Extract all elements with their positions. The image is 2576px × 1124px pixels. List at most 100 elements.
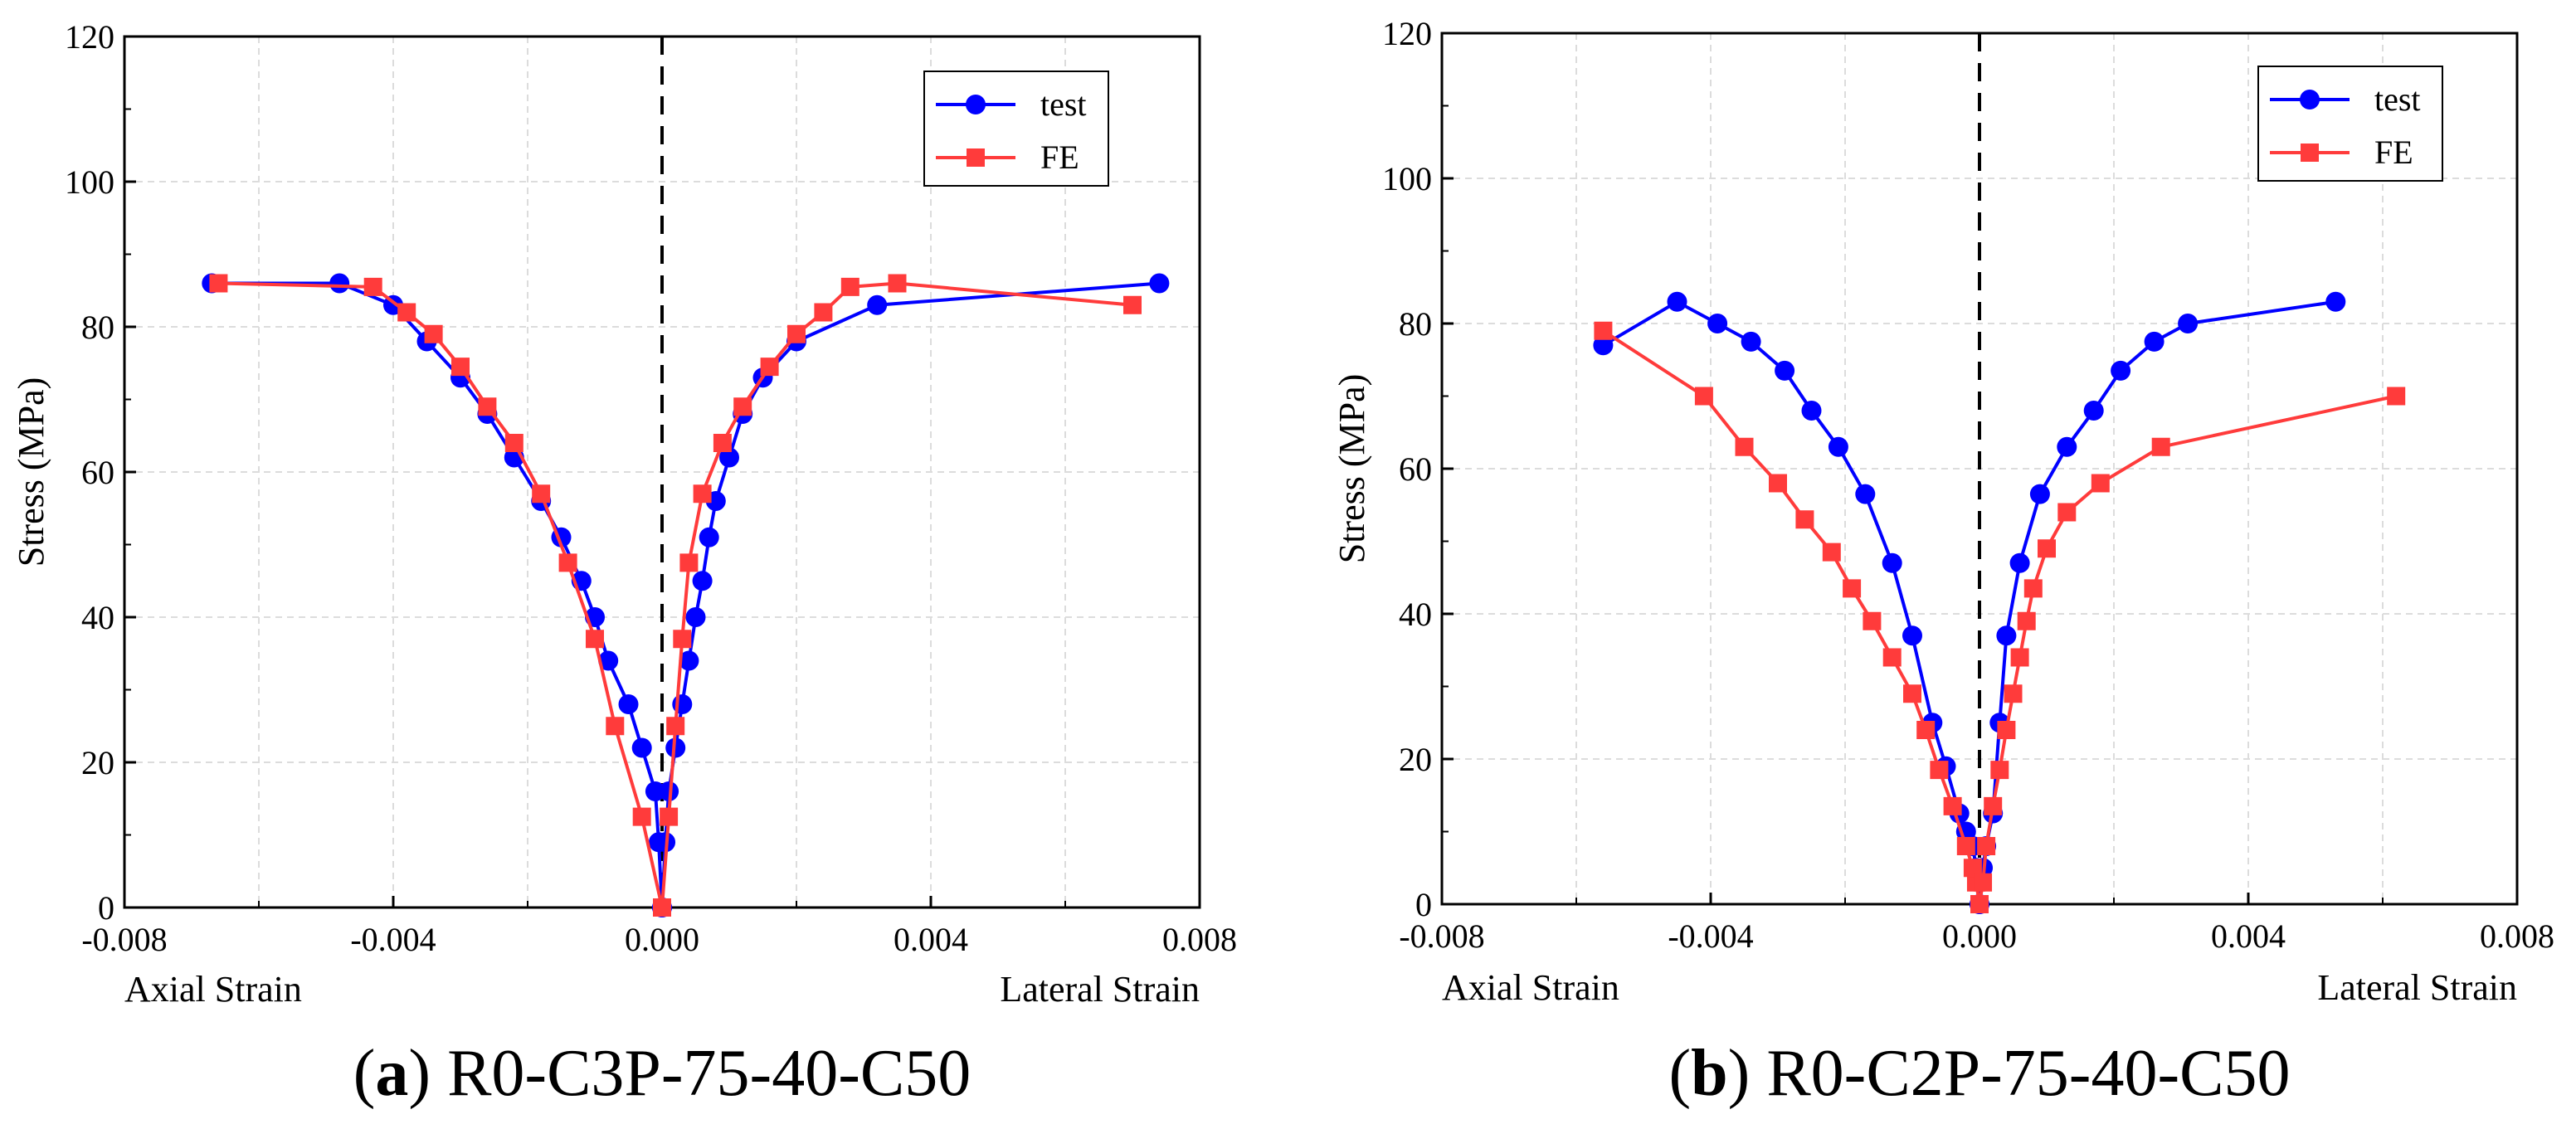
data-point-fe <box>1863 611 1882 630</box>
data-point-fe <box>2004 684 2023 703</box>
data-point-fe <box>1694 387 1713 406</box>
data-point-fe <box>2017 611 2036 630</box>
data-point-fe <box>760 358 779 377</box>
data-point-fe <box>363 277 382 296</box>
data-point-fe <box>2010 648 2029 667</box>
data-point-fe <box>558 553 577 572</box>
data-point-fe <box>814 303 833 322</box>
data-point-fe <box>666 717 685 736</box>
data-point-test <box>699 527 719 547</box>
data-point-fe <box>660 807 679 826</box>
data-point-fe <box>1843 579 1862 598</box>
data-point-fe <box>2091 474 2110 493</box>
x-tick-label: 0.000 <box>1942 917 2017 955</box>
caption-b-close: ) <box>1728 1037 1751 1110</box>
x-tick-label: 0.008 <box>1162 921 1237 958</box>
caption-a-open: ( <box>353 1037 376 1110</box>
y-tick-label: 80 <box>1399 305 1432 343</box>
data-point-fe <box>209 274 228 293</box>
y-tick-label: 80 <box>81 309 114 346</box>
axial-strain-label-a: Axial Strain <box>124 969 302 1010</box>
series-line-test-axial <box>212 281 664 908</box>
legend-a: test FE <box>923 71 1109 187</box>
caption-a-text: R0-C3P-75-40-C50 <box>431 1037 971 1110</box>
data-point-test <box>1775 360 1795 381</box>
legend-fe-marker-b <box>2301 144 2319 162</box>
data-point-test <box>631 737 652 758</box>
y-axis-title-b: Stress (MPa) <box>1332 374 1372 564</box>
data-point-fe <box>1990 761 2009 780</box>
x-tick-label: -0.004 <box>1668 917 1753 955</box>
data-point-test <box>1667 291 1687 312</box>
data-point-fe <box>478 397 497 416</box>
y-tick-label: 0 <box>98 889 114 927</box>
series-line-fe-lateral <box>660 281 1133 908</box>
data-point-fe <box>632 807 651 826</box>
data-point-test <box>1855 484 1876 504</box>
data-point-fe <box>2151 437 2170 456</box>
ticks-b: -0.008 -0.004 0.000 0.004 0.008 0 20 40 60 80 100 1… <box>1382 15 2554 955</box>
data-point-test <box>1593 335 1614 356</box>
data-point-test <box>2083 401 2104 421</box>
data-point-fe <box>1903 684 1921 703</box>
legend-box-b <box>2257 66 2443 182</box>
y-axis-title-a: Stress (MPa) <box>11 377 51 567</box>
y-tick-label: 40 <box>81 599 114 636</box>
axial-strain-label-b: Axial Strain <box>1442 967 1619 1008</box>
data-point-fe <box>1916 721 1936 739</box>
series-b <box>1593 291 2406 914</box>
data-point-fe <box>888 274 907 293</box>
legend-test-marker-a <box>966 95 986 114</box>
data-point-fe <box>1970 895 1989 913</box>
data-point-fe <box>2023 579 2043 598</box>
data-point-fe <box>1594 321 1613 340</box>
x-tick-label: 0.004 <box>894 921 968 958</box>
legend-test-label-a: test <box>1040 85 1087 123</box>
data-point-fe <box>2387 387 2406 406</box>
data-point-fe <box>586 630 604 649</box>
data-point-test <box>2009 552 2030 573</box>
legend-fe-marker-a <box>967 148 985 167</box>
data-point-fe <box>1795 510 1814 529</box>
data-point-fe <box>1984 796 2003 815</box>
data-point-test <box>329 273 350 294</box>
data-point-fe <box>532 484 551 504</box>
series-line-fe-axial <box>1602 329 1981 905</box>
data-point-test <box>1149 273 1170 294</box>
lateral-strain-label-b: Lateral Strain <box>2317 967 2517 1008</box>
data-point-test <box>2178 314 2199 333</box>
series-line-test-lateral <box>1978 299 2336 905</box>
series-line-fe-lateral <box>1978 394 2397 905</box>
series-line-test-lateral <box>660 281 1160 908</box>
data-point-test <box>2111 360 2131 381</box>
y-tick-label: 60 <box>1399 450 1432 488</box>
data-point-fe <box>504 434 523 452</box>
data-point-fe <box>693 484 712 504</box>
data-point-test <box>618 694 639 714</box>
data-point-fe <box>1930 761 1949 780</box>
data-point-fe <box>1882 648 1902 667</box>
data-point-fe <box>451 358 470 377</box>
y-tick-label: 60 <box>81 454 114 491</box>
data-point-test <box>1801 401 1822 421</box>
caption-b-open: ( <box>1669 1037 1692 1110</box>
data-point-test <box>692 571 713 591</box>
y-tick-label: 0 <box>1415 886 1432 923</box>
panel-b: -0.008 -0.004 0.000 0.004 0.008 0 20 40 60 80 100 1… <box>1332 15 2554 1110</box>
data-point-test <box>679 650 699 671</box>
y-tick-label: 120 <box>1382 15 1432 52</box>
data-point-test <box>867 294 888 315</box>
data-point-test <box>2325 291 2346 312</box>
data-point-fe <box>606 717 625 736</box>
y-tick-label: 100 <box>1382 160 1432 197</box>
y-tick-label: 40 <box>1399 596 1432 633</box>
data-point-fe <box>1963 859 1982 878</box>
panel-a: -0.008 -0.004 0.000 0.004 0.008 0 20 40 60 80 100 1… <box>11 18 1237 1110</box>
data-point-fe <box>653 898 671 917</box>
caption-a-close: ) <box>408 1037 431 1110</box>
legend-box-a <box>923 71 1109 187</box>
data-point-fe <box>2038 539 2056 558</box>
data-point-test <box>685 607 706 627</box>
legend-test-marker-b <box>2300 90 2320 109</box>
